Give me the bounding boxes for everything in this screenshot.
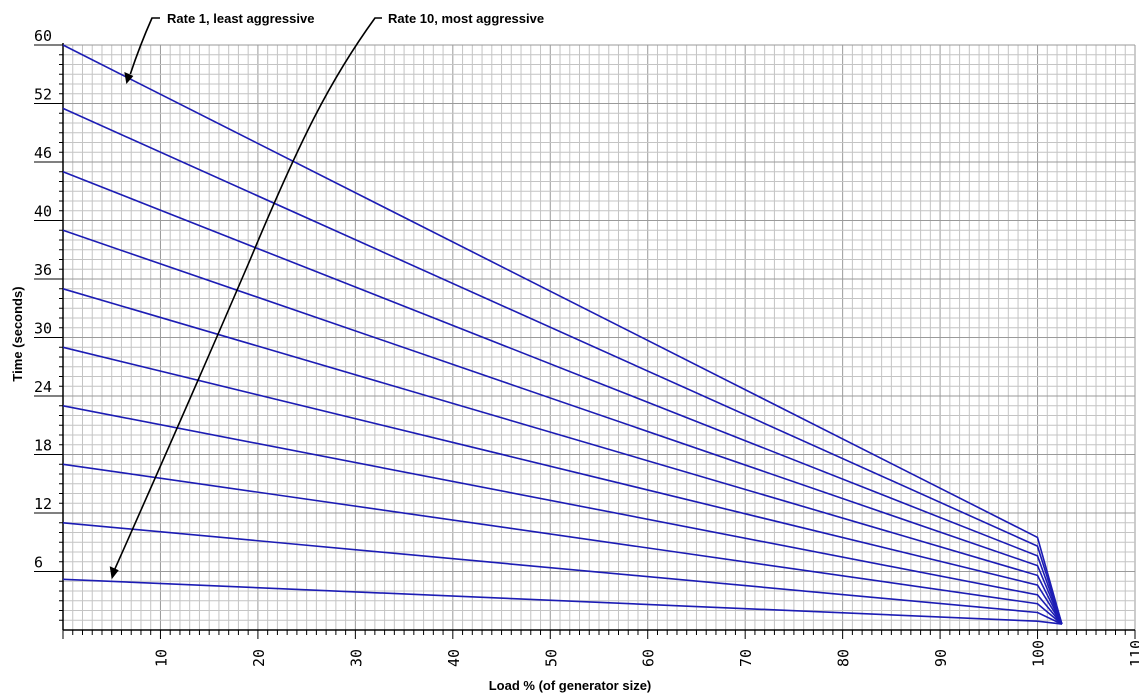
rate1-arrow [129, 17, 160, 75]
rate10-annotation: Rate 10, most aggressive [388, 11, 544, 26]
rate1-arrowhead [124, 72, 134, 84]
x-tick-labels: 10 20 30 40 50 60 70 80 90 100 110 [152, 640, 1139, 667]
y-tick-label: 60 [34, 27, 52, 45]
y-axis-label: Time (seconds) [10, 286, 25, 381]
x-tick-label: 60 [640, 649, 658, 667]
axes [59, 43, 1136, 639]
rate1-annotation: Rate 1, least aggressive [167, 11, 314, 26]
rate10-arrowhead [109, 566, 119, 580]
y-tick-label: 46 [34, 144, 52, 162]
x-tick-label: 110 [1127, 640, 1139, 667]
y-tick-label: 24 [34, 378, 52, 396]
x-tick-label: 50 [542, 649, 560, 667]
x-axis-label: Load % (of generator size) [489, 678, 652, 693]
y-tick-label: 6 [34, 554, 43, 572]
series-line [62, 171, 1063, 625]
series-line [62, 522, 1063, 625]
x-tick-label: 30 [347, 649, 365, 667]
y-tick-labels: 6 12 18 24 30 36 40 46 52 60 [34, 27, 63, 572]
series-line [62, 578, 1062, 625]
series-lines [62, 44, 1063, 625]
y-tick-label: 12 [34, 495, 52, 513]
series-line [62, 405, 1063, 625]
y-tick-label: 40 [34, 203, 52, 221]
y-tick-label: 30 [34, 320, 52, 338]
series-line [62, 229, 1063, 625]
x-tick-label: 80 [835, 649, 853, 667]
series-line [62, 463, 1063, 625]
series-line [62, 288, 1063, 625]
grid [62, 44, 1136, 631]
series-line [62, 107, 1063, 625]
x-tick-label: 70 [737, 649, 755, 667]
y-tick-label: 18 [34, 437, 52, 455]
rate10-arrow [113, 17, 382, 570]
series-line [62, 44, 1063, 625]
annotations: Rate 1, least aggressive Rate 10, most a… [109, 11, 544, 580]
x-tick-label: 40 [445, 649, 463, 667]
x-tick-label: 100 [1030, 640, 1048, 667]
x-tick-label: 90 [932, 649, 950, 667]
series-line [62, 346, 1063, 625]
x-tick-label: 20 [250, 649, 268, 667]
y-tick-label: 36 [34, 261, 52, 279]
y-tick-label: 52 [34, 86, 52, 104]
x-tick-label: 10 [152, 649, 170, 667]
